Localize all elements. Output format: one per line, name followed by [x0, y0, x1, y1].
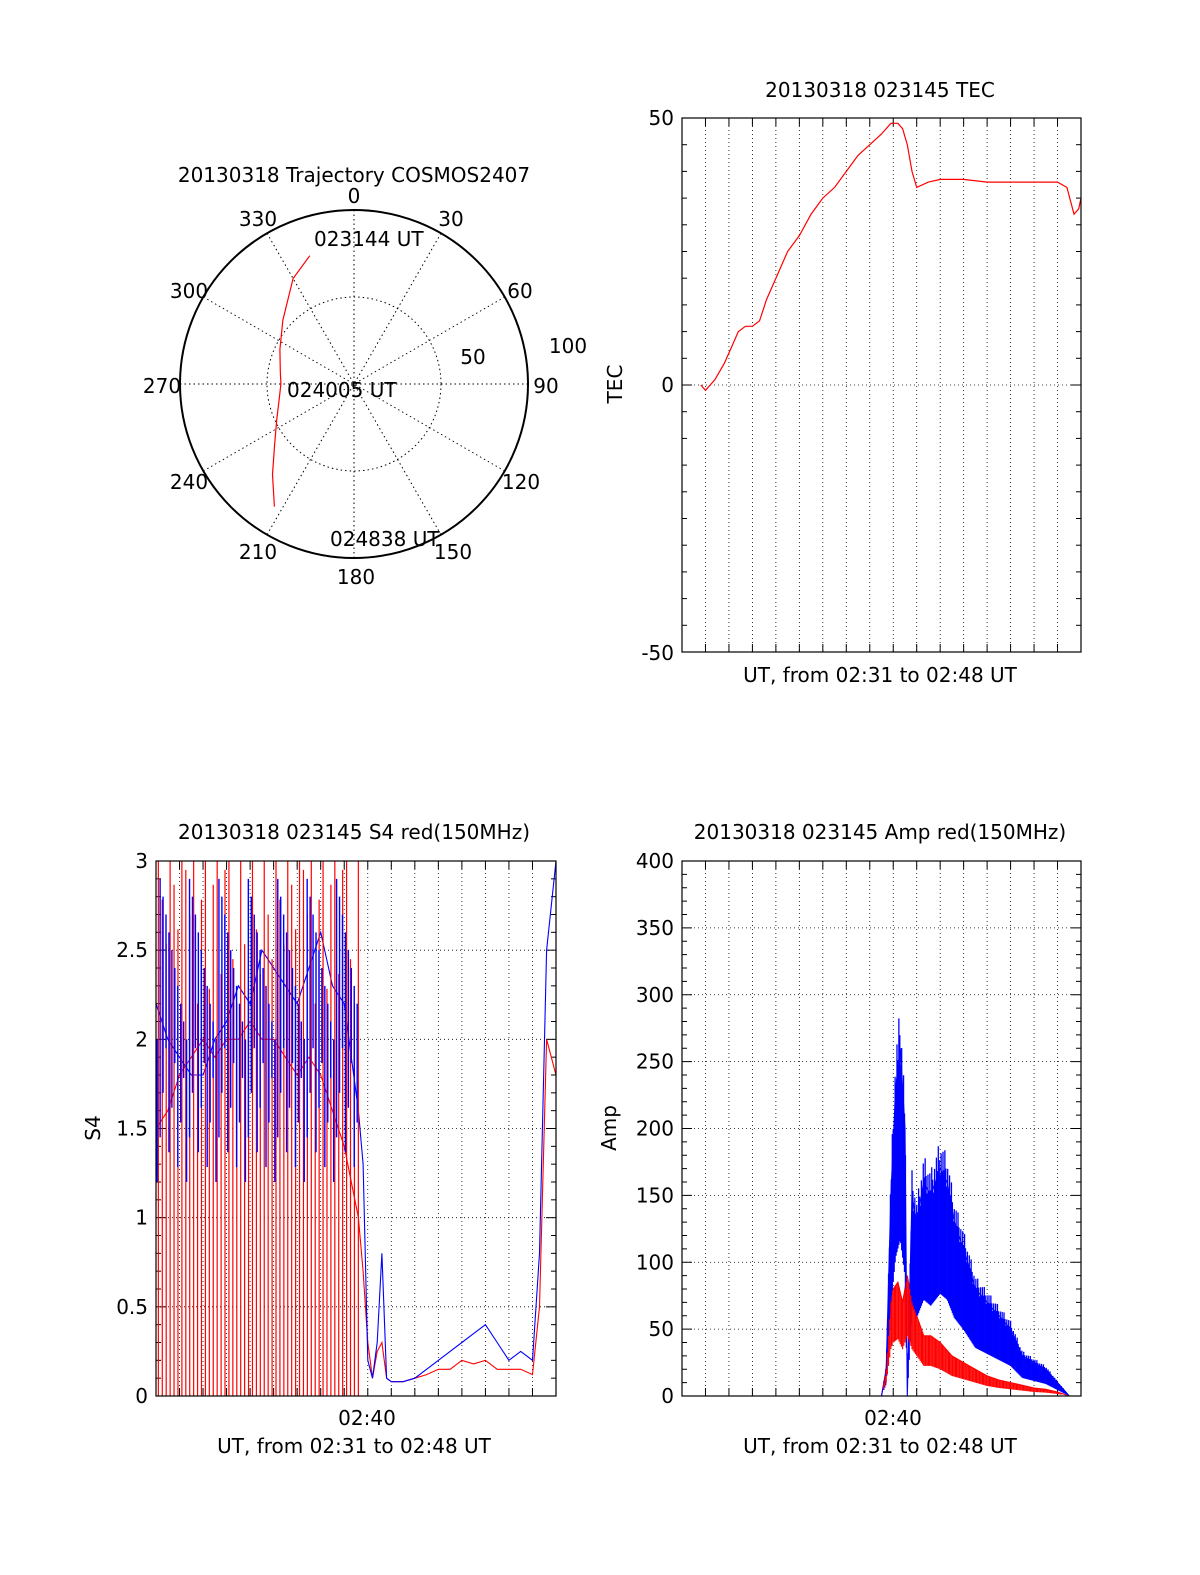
ytick-label: 50 — [649, 1317, 674, 1341]
annotation-mid-time: 024005 UT — [287, 378, 397, 402]
ytick-label: 0 — [661, 1384, 674, 1408]
polar-angle-label: 60 — [507, 279, 532, 303]
annotation-start-time: 023144 UT — [314, 227, 424, 251]
s4-ylabel: S4 — [81, 1115, 105, 1140]
polar-radial-label: 50 — [460, 345, 485, 369]
polar-angle-labels: 0 30 60 90 120 150 180 210 240 270 300 330 — [143, 184, 559, 589]
polar-grid — [179, 209, 529, 559]
polar-angle-label: 300 — [170, 279, 208, 303]
tec-panel: 20130318 023145 TEC UT, from 02:31 to 02… — [603, 78, 1082, 687]
s4-title: 20130318 023145 S4 red(150MHz) — [178, 820, 530, 844]
ytick-label: 1 — [135, 1206, 148, 1230]
polar-angle-label: 330 — [239, 207, 277, 231]
amp-xlabel: UT, from 02:31 to 02:48 UT — [743, 1434, 1018, 1458]
tec-xlabel: UT, from 02:31 to 02:48 UT — [743, 663, 1018, 687]
polar-angle-label: 90 — [533, 374, 558, 398]
s4-ytick-labels: 0 0.5 1 1.5 2 2.5 3 — [116, 849, 148, 1408]
plot-frame — [155, 860, 557, 1397]
ytick-label: 1.5 — [116, 1117, 148, 1141]
amp-panel: 20130318 023145 Amp red(150MHz) 02:40 UT… — [597, 820, 1082, 1458]
polar-angle-label: 210 — [239, 540, 277, 564]
tec-ytick-50: 50 — [649, 106, 674, 130]
ytick-label: 2.5 — [116, 938, 148, 962]
amp-plot-area — [681, 860, 1082, 1397]
tec-ylabel: TEC — [603, 365, 627, 405]
ytick-label: 0 — [135, 1384, 148, 1408]
trajectory-line — [271, 255, 311, 507]
ytick-label: 150 — [636, 1183, 674, 1207]
s4-xlabel: UT, from 02:31 to 02:48 UT — [217, 1434, 492, 1458]
trajectory-panel: 20130318 Trajectory COSMOS2407 0 30 60 90 12… — [143, 163, 587, 589]
s4-plot-area — [155, 860, 557, 1397]
amp-xtick-0240: 02:40 — [864, 1406, 922, 1430]
trajectory-title: 20130318 Trajectory COSMOS2407 — [178, 163, 530, 187]
ytick-label: 3 — [135, 849, 148, 873]
ytick-label: 300 — [636, 983, 674, 1007]
polar-radial-label: 100 — [549, 334, 587, 358]
polar-angle-label: 30 — [438, 207, 463, 231]
polar-angle-label: 150 — [434, 540, 472, 564]
tec-plot-area — [681, 117, 1082, 653]
plot-frame — [681, 860, 1082, 1397]
polar-angle-label: 120 — [502, 470, 540, 494]
ytick-label: 400 — [636, 849, 674, 873]
s4-xtick-0240: 02:40 — [338, 1406, 396, 1430]
annotation-end-time: 024838 UT — [330, 527, 440, 551]
amp-title: 20130318 023145 Amp red(150MHz) — [694, 820, 1066, 844]
series-line-blue — [156, 861, 556, 1383]
series-line-red — [700, 122, 1081, 392]
ytick-label: 2 — [135, 1027, 148, 1051]
amp-ytick-labels: 0 50 100 150 200 250 300 350 400 — [636, 849, 674, 1408]
ytick-label: 0.5 — [116, 1295, 148, 1319]
polar-radial-labels: 50 100 — [460, 334, 587, 369]
ytick-label: 200 — [636, 1117, 674, 1141]
tec-ytick-neg50: -50 — [641, 641, 674, 665]
tec-ytick-0: 0 — [661, 373, 674, 397]
s4-panel: 20130318 023145 S4 red(150MHz) 02:40 UT,… — [81, 820, 557, 1458]
polar-angle-label: 180 — [337, 565, 375, 589]
ytick-label: 350 — [636, 916, 674, 940]
ytick-label: 100 — [636, 1250, 674, 1274]
plot-frame — [681, 117, 1082, 653]
ytick-label: 250 — [636, 1050, 674, 1074]
amp-ylabel: Amp — [597, 1105, 621, 1151]
polar-angle-label: 0 — [348, 184, 361, 208]
polar-angle-label: 240 — [170, 470, 208, 494]
polar-angle-label: 270 — [143, 374, 181, 398]
tec-title: 20130318 023145 TEC — [765, 78, 995, 102]
